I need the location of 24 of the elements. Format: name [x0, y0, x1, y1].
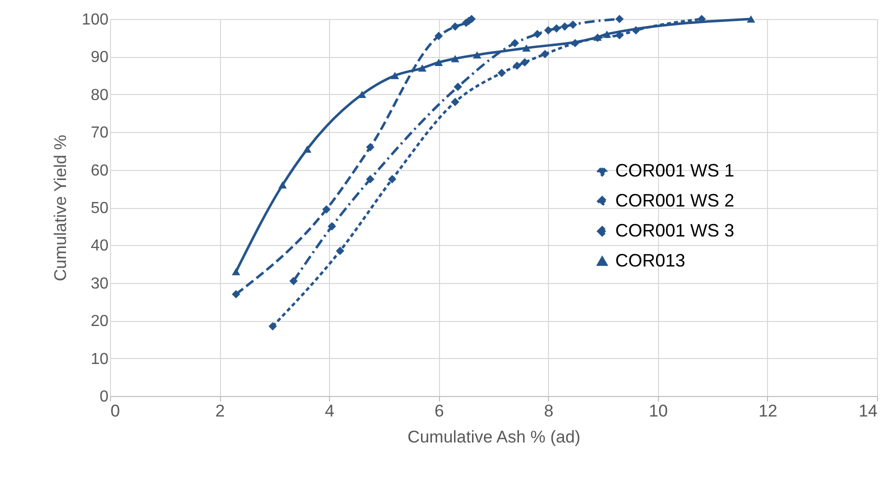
y-tick-label: 90 [90, 49, 109, 66]
y-axis-title: Cumulative Yield % [50, 134, 70, 282]
x-tick-label: 10 [648, 402, 668, 420]
y-tick-label: 70 [90, 124, 109, 142]
x-tick-label: 6 [434, 402, 444, 420]
x-tick-label: 14 [858, 402, 878, 420]
legend-label: COR001 WS 3 [615, 220, 734, 240]
y-tick-label: 80 [90, 86, 109, 104]
y-tick-label: 0 [100, 388, 109, 406]
x-tick-label: 12 [758, 402, 778, 420]
y-tick-label: 50 [90, 200, 109, 217]
x-tick-label: 2 [215, 402, 225, 420]
legend-label: COR013 [615, 250, 686, 270]
y-tick-label: 20 [90, 313, 109, 330]
y-tick-label: 30 [90, 275, 109, 292]
legend-label: COR001 WS 1 [615, 160, 734, 180]
y-tick-label: 40 [90, 238, 109, 255]
x-tick-label: 8 [544, 402, 554, 420]
x-tick-label: 4 [324, 402, 334, 420]
y-tick-label: 10 [90, 350, 109, 368]
x-axis-title: Cumulative Ash % (ad) [408, 428, 580, 446]
y-tick-label: 100 [82, 12, 109, 28]
legend-label: COR001 WS 2 [615, 190, 734, 210]
y-tick-label: 60 [90, 162, 109, 180]
